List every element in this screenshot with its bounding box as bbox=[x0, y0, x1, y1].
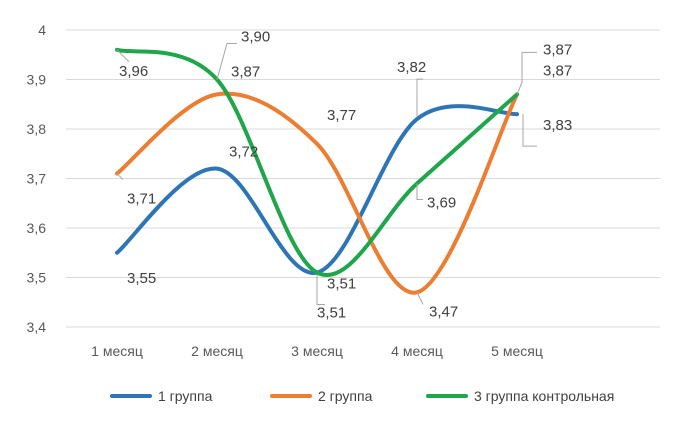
data-label: 3,83 bbox=[543, 117, 572, 134]
label-leader bbox=[416, 78, 423, 118]
label-leader bbox=[116, 49, 130, 63]
x-tick-label: 2 месяц bbox=[191, 343, 243, 359]
x-axis-ticks: 1 месяц 2 месяц 3 месяц 4 месяц 5 месяц bbox=[91, 343, 543, 359]
data-label: 3,71 bbox=[127, 191, 156, 208]
data-label: 3,69 bbox=[427, 194, 456, 211]
data-label: 3,96 bbox=[119, 63, 148, 80]
data-label: 3,55 bbox=[127, 270, 156, 287]
label-leader bbox=[116, 173, 124, 180]
y-tick-label: 3,4 bbox=[27, 319, 47, 335]
data-label: 3,87 bbox=[543, 41, 572, 58]
x-tick-label: 3 месяц bbox=[291, 343, 343, 359]
label-leader bbox=[522, 114, 537, 147]
y-tick-label: 3,5 bbox=[27, 270, 47, 286]
data-label: 3,72 bbox=[229, 144, 258, 161]
x-tick-label: 4 месяц bbox=[391, 343, 443, 359]
data-label: 3,82 bbox=[397, 59, 426, 76]
data-label: 3,77 bbox=[327, 107, 356, 124]
y-tick-label: 3,6 bbox=[27, 220, 47, 236]
label-leader bbox=[416, 183, 423, 200]
series-line-1 bbox=[115, 104, 519, 275]
data-label: 3,51 bbox=[327, 276, 356, 293]
label-leader bbox=[416, 292, 424, 305]
series-line-2 bbox=[115, 91, 519, 295]
legend: 1 группа 2 группа 3 группа контрольная bbox=[110, 388, 614, 404]
x-tick-label: 1 месяц bbox=[91, 343, 143, 359]
label-leader-lines bbox=[116, 43, 537, 306]
data-labels: 3,55 3,72 3,51 3,82 3,83 3,71 3,87 3,77 3,47 3,87… bbox=[119, 29, 572, 322]
label-leader bbox=[316, 274, 325, 306]
label-leader bbox=[516, 51, 537, 95]
series-lines bbox=[115, 47, 519, 295]
data-label: 3,87 bbox=[543, 62, 572, 79]
legend-entry: 3 группа контрольная bbox=[474, 388, 614, 404]
series-line-3 bbox=[115, 47, 519, 277]
data-label: 3,90 bbox=[241, 29, 270, 46]
legend-entry: 1 группа bbox=[158, 388, 213, 404]
y-tick-label: 3,9 bbox=[27, 72, 47, 88]
x-tick-label: 5 месяц bbox=[491, 343, 543, 359]
y-tick-label: 3,8 bbox=[27, 121, 47, 137]
y-axis-ticks: 3,4 3,5 3,6 3,7 3,8 3,9 4 bbox=[27, 22, 47, 335]
label-leader bbox=[216, 43, 237, 80]
data-label: 3,47 bbox=[429, 303, 458, 320]
legend-entry: 2 группа bbox=[318, 388, 373, 404]
data-label: 3,87 bbox=[231, 63, 260, 80]
data-label: 3,51 bbox=[317, 305, 346, 322]
y-tick-label: 3,7 bbox=[27, 171, 47, 187]
y-tick-label: 4 bbox=[38, 22, 46, 38]
